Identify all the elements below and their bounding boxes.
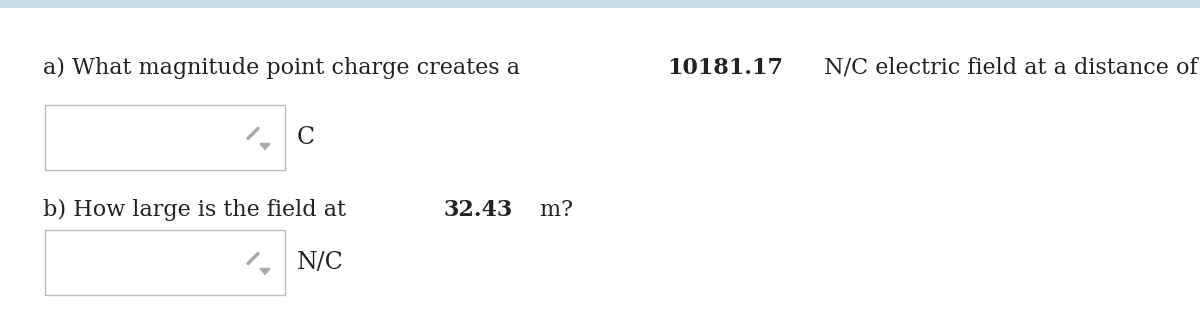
Text: N/C: N/C (298, 251, 343, 274)
Text: C: C (298, 126, 316, 149)
Bar (0, 0, 1200, 8)
Text: b) How large is the field at: b) How large is the field at (43, 199, 353, 221)
Text: a) What magnitude point charge creates a: a) What magnitude point charge creates a (43, 57, 527, 79)
Text: 10181.17: 10181.17 (667, 57, 784, 79)
Text: 32.43: 32.43 (443, 199, 512, 221)
Bar (46, 230, 286, 295)
Text: m?: m? (533, 199, 572, 221)
Text: N/C electric field at a distance of: N/C electric field at a distance of (817, 57, 1200, 79)
Bar (46, 105, 286, 170)
Polygon shape (260, 143, 270, 150)
Polygon shape (260, 268, 270, 275)
